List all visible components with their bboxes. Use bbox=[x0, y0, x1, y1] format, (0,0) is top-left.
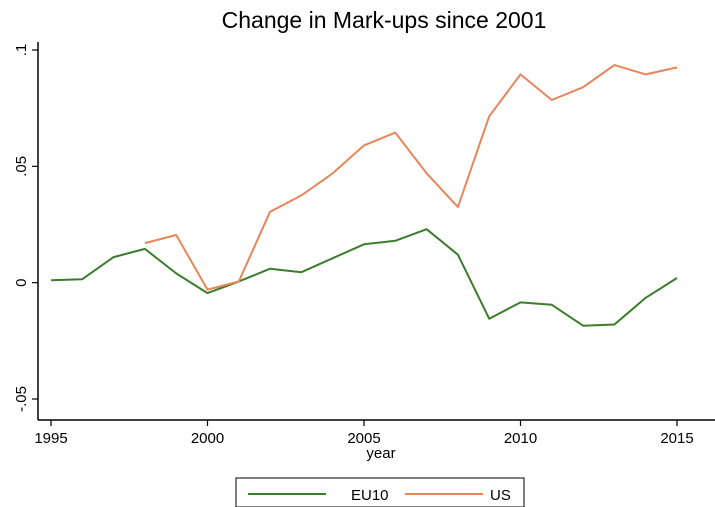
x-tick-label: 1995 bbox=[34, 430, 67, 447]
y-axis: -.05 0 .05 .1 bbox=[13, 44, 38, 412]
legend-label-us: US bbox=[490, 487, 511, 504]
chart-title: Change in Mark-ups since 2001 bbox=[222, 7, 547, 33]
series-line-us bbox=[144, 64, 678, 291]
x-tick-label: 2010 bbox=[504, 430, 537, 447]
y-tick-label: .05 bbox=[13, 156, 30, 177]
x-axis: 1995 2000 2005 2010 2015 bbox=[34, 420, 694, 447]
x-tick-label: 2015 bbox=[660, 430, 693, 447]
series-layer bbox=[50, 64, 678, 327]
x-axis-label: year bbox=[366, 445, 395, 462]
x-tick-label: 2000 bbox=[191, 430, 224, 447]
plot-area bbox=[37, 42, 715, 421]
x-tick-label: 2005 bbox=[347, 430, 380, 447]
legend-label-eu10: EU10 bbox=[351, 487, 389, 504]
y-tick-label: 0 bbox=[13, 278, 30, 286]
legend: EU10 US bbox=[235, 477, 525, 507]
y-tick-label: -.05 bbox=[13, 386, 30, 412]
legend-box bbox=[235, 477, 525, 507]
series-line-eu10 bbox=[50, 228, 678, 327]
y-tick-label: .1 bbox=[13, 44, 30, 57]
